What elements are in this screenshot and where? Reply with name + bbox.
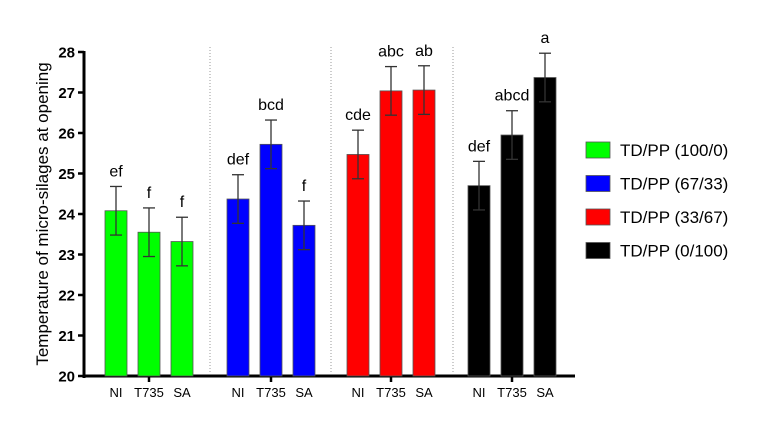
x-tick-label: T735	[376, 385, 406, 400]
legend-label: TD/PP (100/0)	[620, 141, 728, 160]
x-tick-label: SA	[536, 385, 554, 400]
significance-letter: abcd	[495, 88, 530, 105]
legend-label: TD/PP (33/67)	[620, 208, 728, 227]
significance-letter: f	[147, 185, 152, 202]
significance-letter: bcd	[258, 97, 284, 114]
significance-letter: def	[468, 138, 491, 155]
bar	[500, 134, 524, 377]
x-tick-label: T735	[134, 385, 164, 400]
y-axis-label: Temperature of micro-silages at opening	[33, 62, 52, 365]
x-tick-label: T735	[256, 385, 286, 400]
bar	[226, 198, 250, 377]
x-tick-label: SA	[173, 385, 191, 400]
bar	[412, 89, 436, 377]
bar	[533, 77, 557, 377]
y-tick-label: 21	[58, 328, 75, 345]
significance-letter: a	[541, 30, 550, 47]
y-tick-label: 20	[58, 369, 75, 386]
y-tick-label: 27	[58, 85, 75, 102]
legend: TD/PP (100/0) TD/PP (67/33) TD/PP (33/67) T…	[585, 141, 728, 261]
bar	[259, 143, 283, 377]
significance-letter: f	[302, 178, 307, 195]
legend-swatch	[585, 242, 611, 259]
y-tick-label: 28	[58, 45, 75, 62]
y-tick-label: 25	[58, 166, 75, 183]
legend-label: TD/PP (0/100)	[620, 242, 728, 261]
bar	[346, 154, 370, 377]
x-tick-label: SA	[415, 385, 433, 400]
legend-swatch	[585, 208, 611, 226]
significance-letter: cde	[345, 107, 371, 124]
significance-letter: ef	[109, 163, 123, 180]
axes: 20 21 22 23 24 25 26 27 28 NI T735 SA NI T735 SA NI T735…	[58, 45, 575, 400]
y-tick-label: 22	[58, 288, 75, 305]
legend-swatch	[585, 141, 611, 159]
x-tick-label: NI	[232, 385, 245, 400]
x-tick-label: NI	[473, 385, 486, 400]
legend-swatch	[585, 175, 611, 192]
x-tick-label: T735	[497, 385, 527, 400]
y-tick-label: 26	[58, 126, 75, 143]
x-tick-label: NI	[110, 385, 123, 400]
x-tick-label: SA	[295, 385, 313, 400]
legend-label: TD/PP (67/33)	[620, 175, 728, 194]
significance-letter: def	[227, 152, 250, 169]
bars: ef f f def bcd f cde abc ab def abcd a	[104, 30, 557, 377]
bar	[379, 90, 403, 377]
bar	[467, 185, 491, 377]
significance-letter: f	[180, 194, 185, 211]
y-tick-label: 23	[58, 247, 75, 264]
x-tick-label: NI	[352, 385, 365, 400]
y-tick-label: 24	[58, 207, 75, 224]
significance-letter: ab	[415, 43, 433, 60]
significance-letter: abc	[378, 44, 404, 61]
